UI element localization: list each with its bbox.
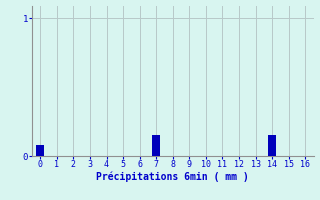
X-axis label: Précipitations 6min ( mm ): Précipitations 6min ( mm ): [96, 172, 249, 182]
Bar: [268, 135, 276, 156]
Bar: [36, 145, 44, 156]
Bar: [152, 135, 160, 156]
